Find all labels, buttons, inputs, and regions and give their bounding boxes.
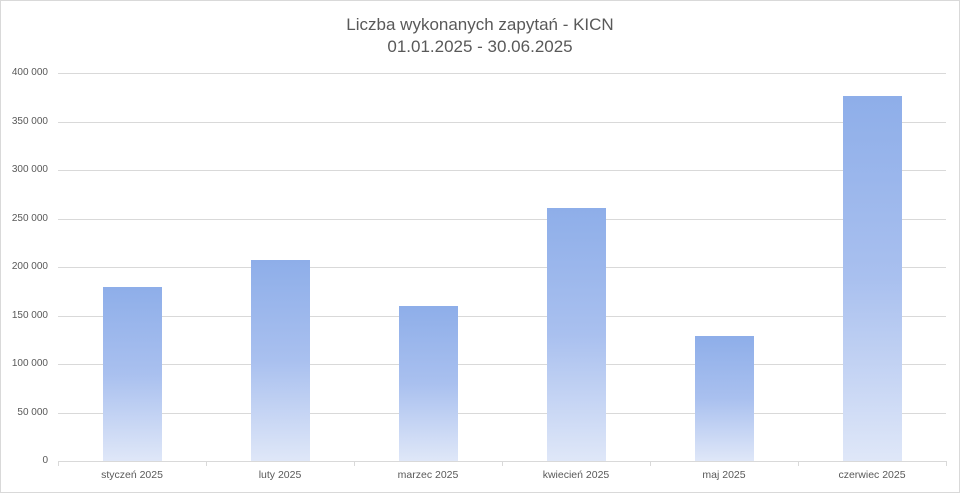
y-tick-label: 100 000 bbox=[11, 358, 48, 369]
bar[interactable] bbox=[398, 305, 458, 461]
chart-title: Liczba wykonanych zapytań - KICN bbox=[346, 15, 614, 34]
x-tick bbox=[502, 461, 503, 466]
x-tick bbox=[206, 461, 207, 466]
y-tick-label: 400 000 bbox=[11, 67, 48, 78]
gridline bbox=[58, 412, 946, 414]
gridline bbox=[58, 267, 946, 268]
bar[interactable] bbox=[842, 96, 902, 461]
x-tick bbox=[650, 461, 651, 466]
x-tick-label: maj 2025 bbox=[702, 469, 746, 481]
gridline bbox=[58, 364, 946, 365]
x-tick-label: luty 2025 bbox=[258, 469, 302, 481]
x-tick bbox=[946, 461, 947, 466]
chart-subtitle: 01.01.2025 - 30.06.2025 bbox=[387, 37, 573, 56]
x-tick bbox=[798, 461, 799, 466]
plot-area: 400 000 350 000 300 000 250 000 200 000 150 0… bbox=[12, 67, 947, 481]
y-tick-label: 300 000 bbox=[11, 164, 48, 175]
x-tick-label: kwiecień 2025 bbox=[542, 469, 610, 481]
x-tick-label: styczeń 2025 bbox=[101, 469, 163, 481]
bar[interactable] bbox=[250, 260, 310, 461]
y-tick-label: 350 000 bbox=[11, 115, 48, 127]
gridline bbox=[58, 218, 946, 220]
y-tick-label: 200 000 bbox=[11, 261, 48, 272]
y-tick-label: 0 bbox=[42, 455, 48, 466]
gridline bbox=[58, 121, 946, 123]
x-tick bbox=[354, 461, 355, 466]
y-tick-label: 50 000 bbox=[17, 406, 48, 418]
gridline bbox=[58, 170, 946, 171]
bar[interactable] bbox=[694, 335, 754, 461]
bar[interactable] bbox=[102, 287, 162, 461]
gridline bbox=[58, 73, 946, 74]
x-tick-label: marzec 2025 bbox=[397, 469, 459, 481]
x-tick-label: czerwiec 2025 bbox=[838, 469, 906, 481]
bar[interactable] bbox=[546, 207, 606, 461]
y-tick-label: 150 000 bbox=[11, 309, 48, 321]
x-tick bbox=[58, 461, 59, 466]
gridline bbox=[58, 315, 946, 317]
y-tick-label: 250 000 bbox=[11, 212, 48, 224]
